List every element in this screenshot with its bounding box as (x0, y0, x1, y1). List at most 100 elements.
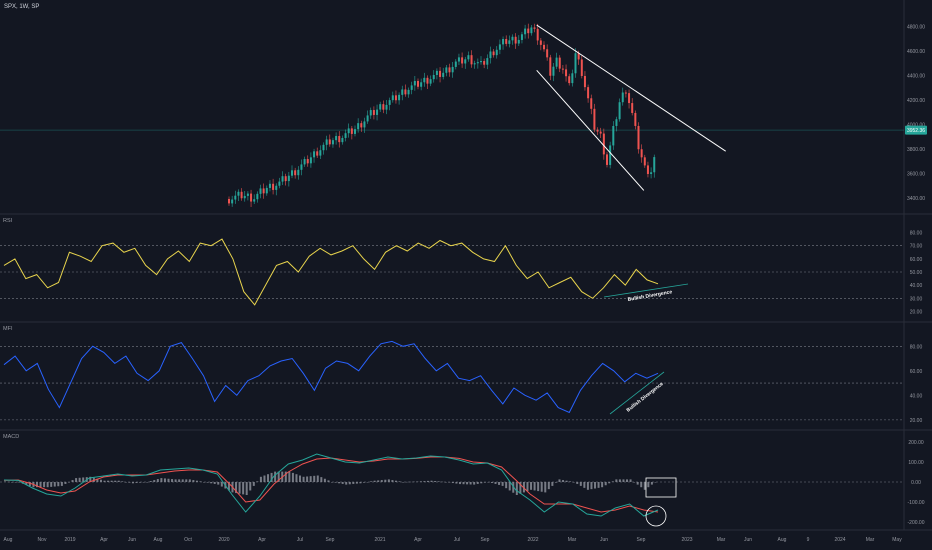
price-tick-label: 3800.00 (907, 147, 925, 153)
macd-histogram-bar (14, 482, 17, 483)
candle-body (470, 55, 473, 65)
macd-histogram-bar (654, 482, 657, 483)
macd-histogram-bar (167, 478, 170, 482)
time-tick-label: Sep (326, 537, 335, 543)
macd-histogram-bar (562, 480, 565, 482)
candle-body (546, 49, 549, 58)
macd-histogram-bar (67, 482, 70, 483)
macd-histogram-bar (39, 482, 42, 488)
candle-body (268, 183, 271, 188)
macd-pane (0, 453, 904, 527)
candle-body (366, 115, 369, 122)
current-price-badge (905, 125, 927, 135)
macd-histogram-bar (636, 482, 639, 485)
macd-histogram-bar (323, 478, 326, 482)
candle-body (262, 188, 265, 194)
price-tick-label: 3600.00 (907, 171, 925, 177)
candle-body (328, 139, 331, 145)
rsi-divergence-label: Bullish Divergence (627, 289, 673, 303)
lower-trendline (536, 70, 645, 191)
mfi-tick-label: 60.00 (910, 369, 923, 375)
macd-histogram-bar (451, 482, 454, 484)
macd-histogram-bar (238, 482, 241, 494)
macd-histogram-bar (171, 479, 174, 482)
macd-histogram-bar (99, 479, 102, 482)
candle-body (602, 133, 605, 155)
macd-histogram-bar (608, 482, 611, 484)
macd-histogram-bar (181, 479, 184, 482)
macd-histogram-bar (256, 481, 259, 482)
macd-histogram-bar (647, 482, 650, 488)
rsi-tick-label: 60.00 (910, 257, 923, 263)
candle-body (250, 193, 253, 202)
macd-histogram-bar (366, 482, 369, 483)
candle-body (565, 69, 568, 77)
candle-body (511, 36, 514, 41)
candle-body (354, 129, 356, 134)
macd-histogram-bar (71, 480, 74, 482)
macd-histogram-bar (434, 481, 437, 482)
candle-body (543, 44, 545, 50)
macd-histogram-bar (537, 482, 540, 492)
macd-histogram-bar (501, 482, 504, 486)
macd-histogram-bar (341, 482, 344, 484)
macd-histogram-bar (604, 482, 607, 486)
macd-histogram-bar (163, 478, 166, 482)
macd-histogram-bar (28, 482, 31, 487)
mfi-divergence-line (609, 371, 665, 415)
time-tick-label: Apr (100, 537, 108, 543)
candle-body (524, 28, 527, 35)
macd-histogram-bar (185, 479, 188, 482)
macd-histogram-bar (4, 481, 6, 482)
macd-histogram-bar (252, 482, 255, 486)
candle-body (448, 67, 451, 73)
candle-body (407, 89, 410, 95)
macd-histogram-bar (444, 482, 447, 483)
macd-histogram-bar (288, 471, 291, 482)
grid-layer (0, 0, 932, 531)
candle-body (253, 199, 256, 202)
candle-body (558, 57, 561, 69)
candle-body (259, 188, 262, 194)
symbol-header[interactable]: SPX, 1W, SP (4, 4, 40, 10)
macd-histogram-bar (263, 475, 266, 482)
macd-histogram-bar (206, 482, 209, 483)
candle-body (401, 89, 404, 95)
macd-histogram-bar (117, 480, 120, 482)
macd-histogram-bar (426, 480, 429, 482)
candle-body (517, 39, 520, 44)
candle-body (309, 157, 312, 164)
rsi-tick-label: 70.00 (910, 244, 923, 250)
macd-histogram-bar (476, 482, 479, 484)
macd-histogram-bar (270, 472, 273, 482)
macd-histogram-bar (267, 474, 270, 482)
macd-histogram-bar (576, 482, 579, 484)
candle-body (621, 92, 624, 103)
candle-body (297, 169, 300, 176)
macd-histogram-bar (259, 476, 262, 482)
candle-body (599, 131, 602, 134)
time-tick-label: 2020 (218, 537, 229, 543)
macd-histogram-bar (96, 478, 99, 482)
candle-body (325, 139, 328, 145)
candle-body (618, 102, 621, 120)
candle-body (643, 157, 646, 166)
macd-histogram-bar (597, 482, 600, 488)
macd-tick-label: 0.00 (911, 480, 921, 486)
candle-body (439, 70, 442, 77)
price-tick-label: 4200.00 (907, 98, 925, 104)
time-tick-label: Aug (778, 537, 787, 543)
candle-body (530, 27, 533, 34)
macd-histogram-bar (43, 482, 46, 488)
macd-histogram-bar (334, 482, 337, 483)
macd-histogram-bar (498, 482, 501, 485)
candle-body (265, 187, 268, 194)
price-pane (0, 23, 904, 207)
macd-histogram-bar (192, 480, 195, 482)
macd-histogram-bar (153, 480, 156, 482)
time-tick-label: 2021 (374, 537, 385, 543)
macd-histogram-bar (249, 482, 252, 491)
time-tick-label: Aug (154, 537, 163, 543)
rsi-tick-label: 20.00 (910, 309, 923, 315)
rsi-pane: Bullish Divergence (0, 238, 904, 306)
